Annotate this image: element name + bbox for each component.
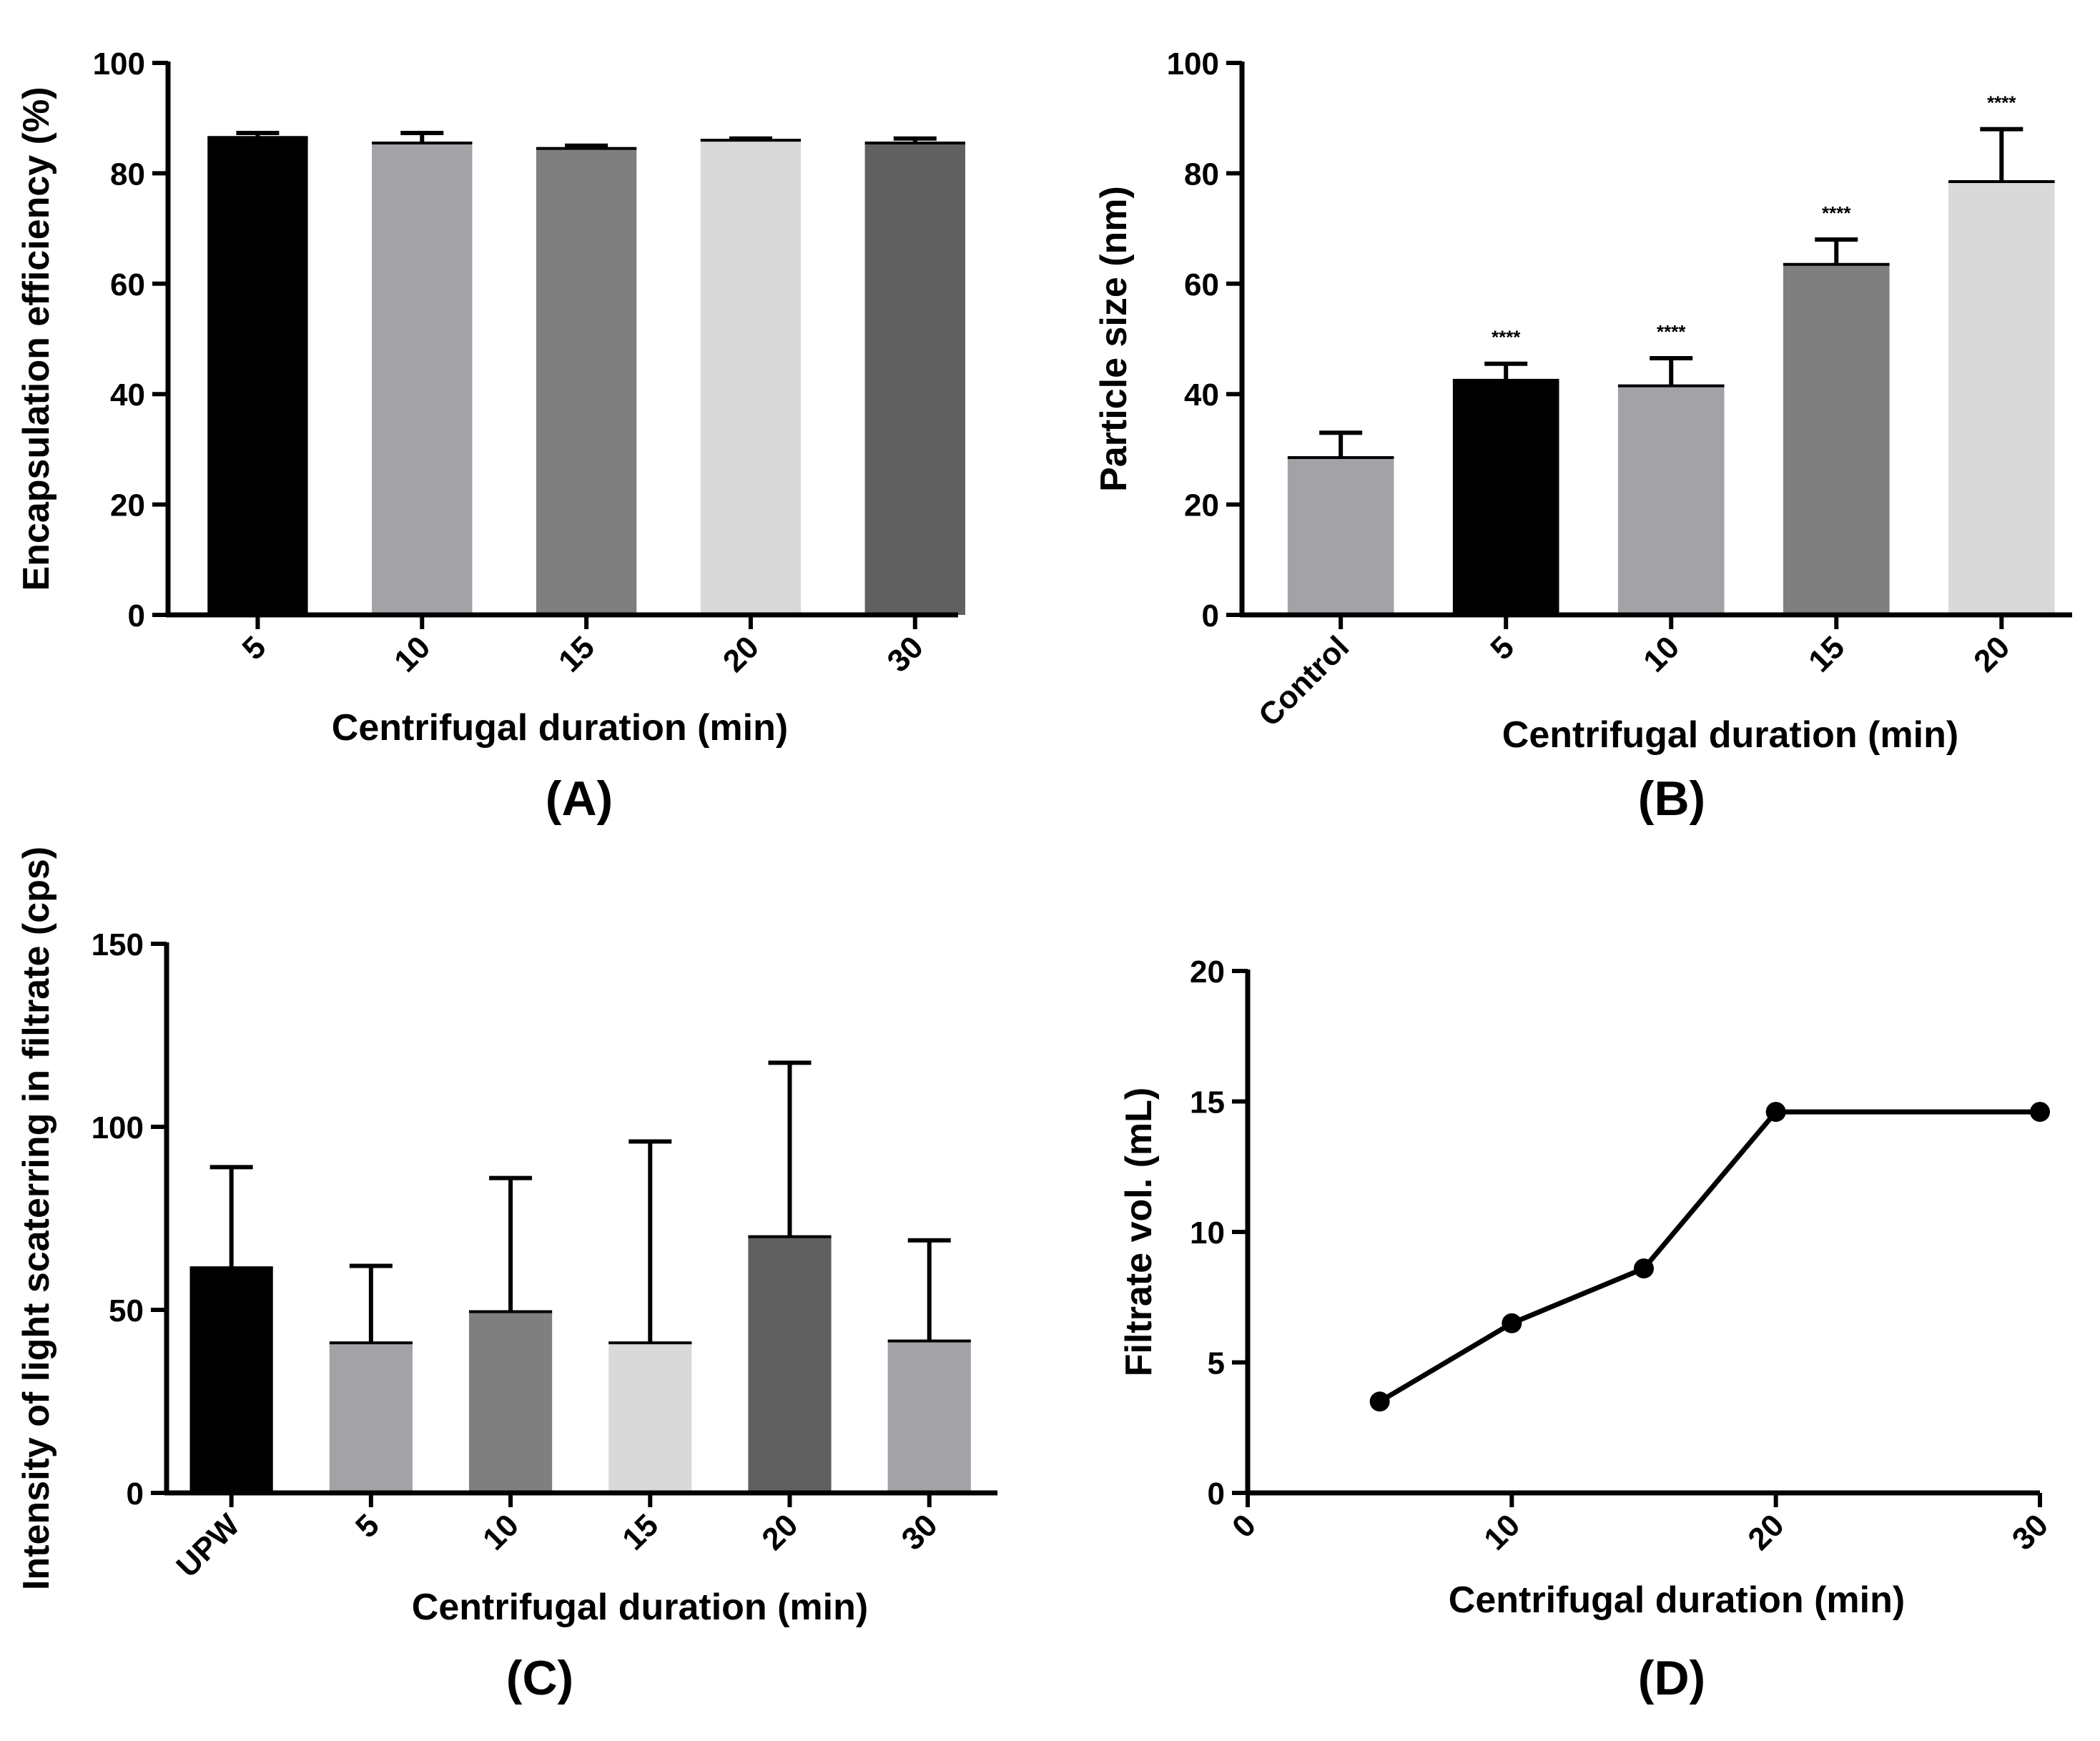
bar (536, 148, 637, 615)
x-tick-label: 30 (2006, 1507, 2055, 1557)
x-tick-label: 0 (1226, 1507, 1263, 1544)
y-tick-label: 80 (1184, 157, 1219, 192)
y-tick-label: 100 (92, 1110, 144, 1145)
y-tick-label: 40 (1184, 378, 1219, 413)
panel-b-chart: Control 5 **** 10 **** 15 **** 20 **** 0 20 40 60 80 1… (1093, 46, 2072, 826)
bar (1617, 385, 1725, 615)
y-tick-label: 0 (1208, 1476, 1225, 1511)
bar (1948, 181, 2055, 616)
y-tick-label: 20 (1190, 955, 1225, 990)
bar (887, 1341, 971, 1493)
panel-d-chart: 0 10 20 30 0 5 10 15 20 Filtrate vol. (mL) Centrif… (1118, 955, 2055, 1705)
panel-label: (A) (546, 771, 613, 826)
panel-label: (B) (1638, 771, 1705, 826)
x-tick-label: 20 (755, 1507, 804, 1557)
series-line (1378, 1109, 2040, 1404)
data-point (2030, 1102, 2050, 1123)
x-tick-label: 15 (552, 629, 601, 679)
panel-label: (D) (1638, 1651, 1705, 1705)
y-tick-label: 5 (1208, 1346, 1225, 1381)
bar (1783, 264, 1890, 615)
x-tick-label: 5 (1484, 629, 1521, 666)
y-tick-label: 20 (110, 488, 145, 523)
x-tick-label: Control (1252, 629, 1356, 733)
y-tick-label: 150 (92, 927, 144, 962)
x-axis-title: Centrifugal duration (min) (332, 707, 788, 749)
y-tick-label: 60 (1184, 267, 1219, 302)
data-point (1634, 1258, 1654, 1279)
y-tick-label: 0 (128, 598, 145, 633)
y-tick-label: 0 (127, 1476, 144, 1511)
x-axis-title: Centrifugal duration (min) (412, 1587, 868, 1628)
x-tick-label: 20 (1741, 1507, 1790, 1557)
y-tick-label: 100 (93, 46, 145, 82)
bar (1287, 457, 1394, 615)
bar (207, 137, 308, 616)
y-tick-label: 15 (1190, 1085, 1225, 1120)
significance-label: **** (1822, 202, 1851, 224)
x-tick-label: 20 (716, 629, 766, 679)
panel-a-chart: 5 10 15 20 30 0 20 40 60 80 100 Encapsulation effic… (16, 46, 965, 826)
y-tick-label: 40 (110, 378, 145, 413)
panel-label: (C) (506, 1651, 573, 1705)
significance-label: **** (1492, 327, 1521, 348)
x-tick-label: 30 (881, 629, 930, 679)
x-tick-label: 30 (895, 1507, 945, 1557)
y-tick-label: 10 (1190, 1215, 1225, 1251)
x-tick-label: 15 (1802, 629, 1851, 679)
x-tick-label: 10 (476, 1507, 526, 1557)
y-tick-label: 60 (110, 267, 145, 302)
x-axis-title: Centrifugal duration (min) (1449, 1579, 1905, 1621)
x-tick-label: 15 (616, 1507, 665, 1557)
panel-c-chart: UPW 5 10 15 20 30 0 50 100 150 Intensity of light … (16, 847, 997, 1705)
y-axis-title: Intensity of light scaterring in filtrat… (16, 847, 57, 1590)
y-tick-label: 0 (1202, 598, 1219, 633)
x-tick-label: UPW (169, 1507, 247, 1584)
x-axis-title: Centrifugal duration (min) (1502, 714, 1958, 756)
y-tick-label: 80 (110, 157, 145, 192)
bar (372, 142, 473, 615)
x-tick-label: 5 (349, 1507, 386, 1544)
data-point (1369, 1391, 1390, 1412)
bar (1452, 380, 1559, 615)
y-tick-label: 20 (1184, 488, 1219, 523)
bar (864, 142, 965, 615)
x-tick-label: 10 (1637, 629, 1686, 679)
bar (468, 1311, 553, 1493)
x-tick-label: 10 (1477, 1507, 1527, 1557)
y-tick-label: 100 (1167, 46, 1219, 82)
x-tick-label: 5 (236, 629, 273, 666)
significance-label: **** (1657, 321, 1686, 342)
bar (189, 1268, 273, 1493)
y-tick-label: 50 (109, 1293, 144, 1328)
bar (700, 140, 802, 615)
x-tick-label: 20 (1967, 629, 2016, 679)
bar (329, 1343, 413, 1493)
x-tick-label: 10 (388, 629, 437, 679)
data-point (1502, 1313, 1522, 1333)
y-axis-title: Particle size (nm) (1093, 186, 1135, 492)
y-axis-title: Filtrate vol. (mL) (1118, 1087, 1160, 1376)
data-point (1765, 1102, 1786, 1123)
bar (608, 1343, 692, 1493)
significance-label: **** (1987, 92, 2016, 114)
y-axis-title: Encapsulation efficiency (%) (16, 87, 57, 591)
bar (748, 1236, 832, 1493)
